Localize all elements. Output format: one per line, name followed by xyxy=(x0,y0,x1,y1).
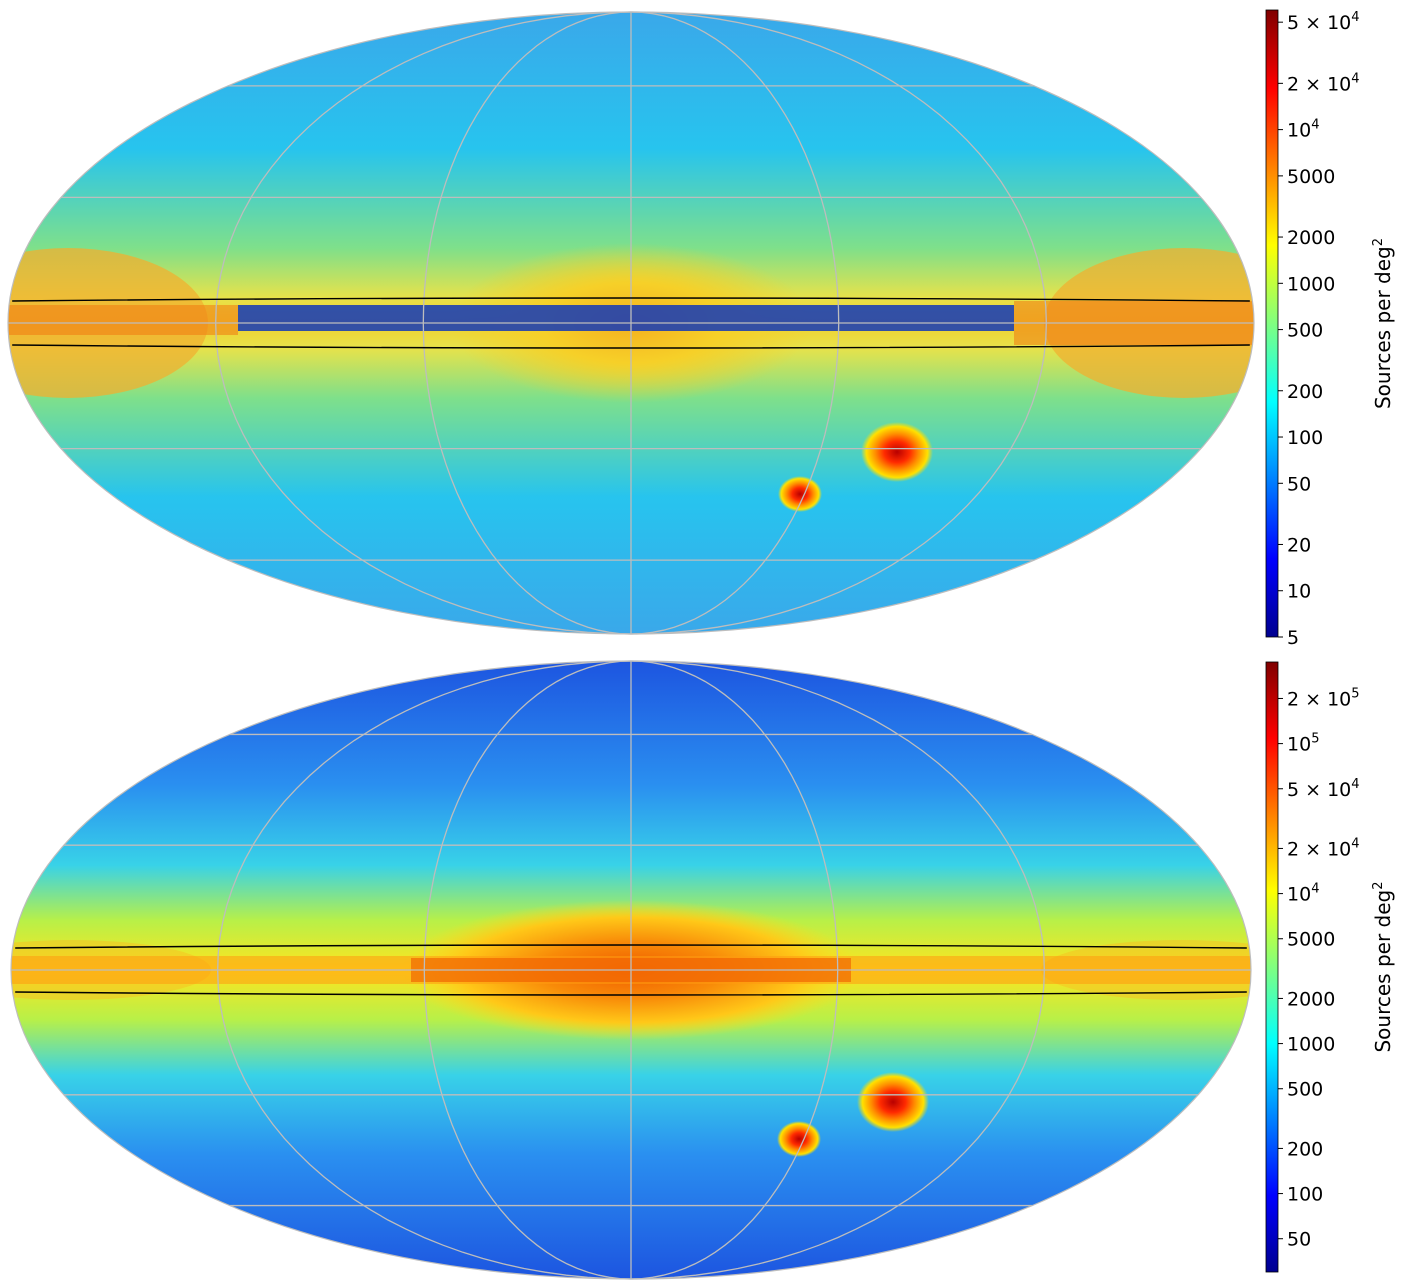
colorbar-label: Sources per deg2 xyxy=(1371,881,1395,1052)
colorbar-tick-label: 2 × 105 xyxy=(1287,686,1360,710)
small-magellanic-cloud xyxy=(778,476,822,512)
colorbar-tick-label: 5000 xyxy=(1287,929,1335,951)
colorbar-tick-label: 200 xyxy=(1287,1138,1323,1160)
colorbar-tick-label: 500 xyxy=(1287,320,1323,342)
colorbar: 5 × 104 2 × 104 104 5000 2000 1000 500 200 100 50… xyxy=(1265,9,1395,645)
plane-band-line-upper xyxy=(12,297,1250,302)
colorbar-tick-label: 5000 xyxy=(1287,166,1335,188)
colorbar-tick-label: 105 xyxy=(1287,732,1319,756)
graticule xyxy=(11,660,1251,1280)
colorbar-tick-label: 10 xyxy=(1287,581,1311,603)
plane-band-line-lower xyxy=(12,344,1250,349)
colorbar-gradient xyxy=(1265,661,1279,1273)
plane-strip-left xyxy=(8,305,238,335)
top-map-panel: 5 × 104 2 × 104 104 5000 2000 1000 500 200 100 50… xyxy=(7,9,1395,645)
colorbar-tick-label: 50 xyxy=(1287,473,1311,495)
colorbar-tick-label: 5 × 104 xyxy=(1287,777,1360,801)
colorbar-tick-label: 2 × 104 xyxy=(1287,836,1360,860)
colorbar-tick-label: 104 xyxy=(1287,882,1319,906)
colorbar-tick-label: 2000 xyxy=(1287,988,1335,1010)
colorbar-tick-label: 104 xyxy=(1287,118,1319,142)
colorbar-tick-label: 500 xyxy=(1287,1079,1323,1101)
map-outline xyxy=(10,660,1252,1280)
plane-band-lines xyxy=(15,944,1247,996)
dust-lane xyxy=(238,305,1014,331)
colorbar-tick-label: 5 × 104 xyxy=(1287,10,1360,34)
colorbar-tick-label: 1000 xyxy=(1287,273,1335,295)
top-mollweide-map: 5 × 104 2 × 104 104 5000 2000 1000 500 200 100 50… xyxy=(7,9,1395,645)
colorbar-tick-label: 200 xyxy=(1287,381,1323,403)
colorbar-tick-label: 5 xyxy=(1287,627,1299,645)
plane-band-line-lower xyxy=(15,991,1247,996)
colorbar-tick-label: 100 xyxy=(1287,1184,1323,1206)
colorbar-label: Sources per deg2 xyxy=(1371,238,1395,409)
large-magellanic-cloud xyxy=(861,422,933,482)
plane-band-line-upper xyxy=(15,944,1247,949)
colorbar-gradient xyxy=(1265,9,1279,638)
colorbar-tick-label: 100 xyxy=(1287,427,1323,449)
colorbar-tick-label: 20 xyxy=(1287,534,1311,556)
map-outline xyxy=(7,11,1255,635)
colorbar-tick-label: 1000 xyxy=(1287,1034,1335,1056)
small-magellanic-cloud xyxy=(777,1121,821,1157)
graticule xyxy=(8,11,1254,635)
colorbar-tick-label: 2000 xyxy=(1287,227,1335,249)
colorbar: 2 × 105 105 5 × 104 2 × 104 104 5000 2000 1000 5… xyxy=(1265,661,1395,1273)
large-magellanic-cloud xyxy=(857,1072,929,1132)
bottom-mollweide-map: 2 × 105 105 5 × 104 2 × 104 104 5000 2000 1000 5… xyxy=(10,660,1395,1280)
bottom-map-panel: 2 × 105 105 5 × 104 2 × 104 104 5000 2000 1000 5… xyxy=(0,650,1416,1280)
colorbar-tick-label: 2 × 104 xyxy=(1287,71,1360,95)
plane-band-lines xyxy=(12,297,1250,349)
colorbar-tick-label: 50 xyxy=(1287,1229,1311,1251)
